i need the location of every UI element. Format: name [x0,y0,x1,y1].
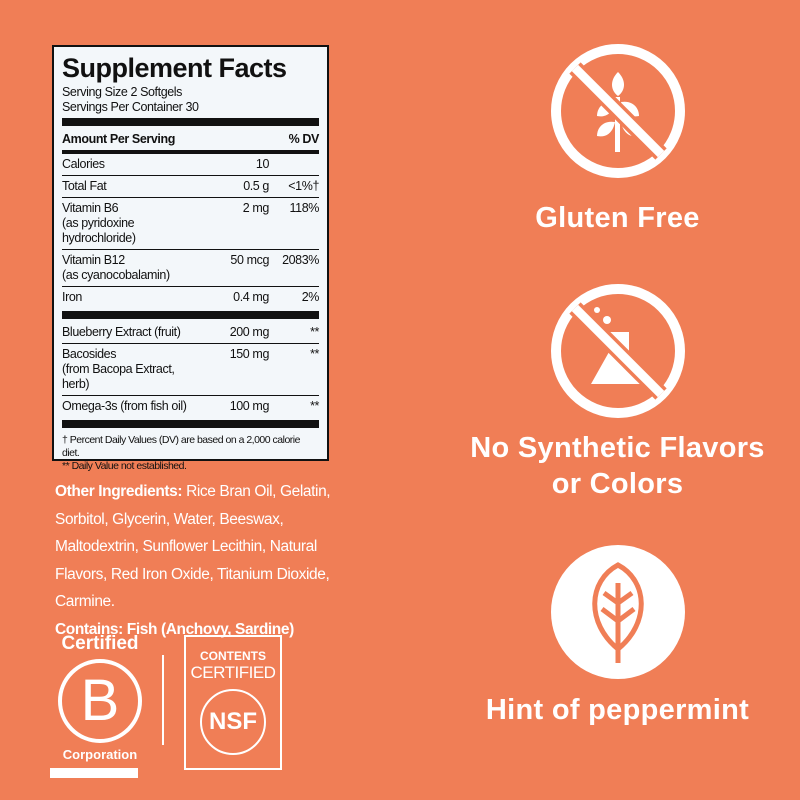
bcorp-letter: B [58,659,142,743]
bcorp-bar [50,768,138,778]
nutrient-name: Vitamin B6 [62,201,119,215]
nutrient-name: Bacosides [62,347,117,361]
logo-divider [162,655,164,745]
facts-header: Amount Per Serving % DV [62,129,319,150]
no-flask-icon [551,284,685,418]
bcorp-top: Certified [61,633,139,654]
claim-gluten-free: Gluten Free [535,202,700,234]
no-wheat-icon [551,44,685,178]
nsf-mark: NSF [200,689,266,755]
facts-row: Calories 10 [62,154,319,175]
supplement-facts-panel: Supplement Facts Serving Size 2 Softgels… [52,45,329,472]
nutrient-source: (as cyanocobalamin) [62,268,170,282]
nutrient-amount: 200 mg [229,325,270,339]
footnote: † Percent Daily Values (DV) are based on… [62,434,300,459]
ingredients-label: Other Ingredients: [55,483,183,500]
nutrient-amount: 10 [255,157,270,171]
claim-no-synthetic: No Synthetic Flavors or Colors [470,432,765,500]
amount-header: Amount Per Serving [62,132,175,146]
servings-per-container: Servings Per Container 30 [62,100,199,114]
row-divider [62,395,319,396]
divider [62,420,319,428]
facts-row: Blueberry Extract (fruit) 200 mg ** [62,322,319,343]
nutrient-name: Calories [62,157,105,171]
facts-row: Iron 0.4 mg 2% [62,287,319,308]
nutrient-amount: 50 mcg [230,253,269,267]
nutrient-amount: 150 mg [229,347,270,361]
facts-row: Bacosides (from Bacopa Extract, herb) 150 … [62,344,319,395]
facts-row: Vitamin B12 (as cyanocobalamin) 50 mcg 2083… [62,250,319,286]
facts-row: Vitamin B6 (as pyridoxine hydrochloride) 2… [62,198,319,249]
nsf-logo: CONTENTS CERTIFIED NSF [184,635,282,770]
nutrient-dv: 2083% [282,253,319,267]
nutrient-name: Omega-3s (from fish oil) [62,399,187,413]
nutrient-dv: ** [310,347,319,361]
allergen-statement: Contains: Fish (Anchovy, Sardine) [55,620,294,638]
row-divider [62,175,319,176]
dv-header: % DV [288,132,320,146]
bcorp-logo: Certified B Corporation [50,633,150,778]
facts-row: Omega-3s (from fish oil) 100 mg ** [62,396,319,417]
nutrient-name: Iron [62,290,82,304]
divider [62,118,319,126]
nutrient-amount: 0.4 mg [233,290,269,304]
row-divider [62,343,319,344]
nutrient-name: Total Fat [62,179,107,193]
nutrient-dv: <1%† [288,179,319,193]
other-ingredients: Other Ingredients: Rice Bran Oil, Gelati… [55,478,355,643]
nutrient-amount: 2 mg [242,201,270,215]
nutrient-amount: 100 mg [229,399,270,413]
nutrient-source: (as pyridoxine hydrochloride) [62,216,136,245]
mint-leaf-icon [551,545,685,679]
nutrient-amount: 0.5 g [243,179,269,193]
footnote: ** Daily Value not established. [62,460,187,472]
nutrient-dv: ** [310,399,319,413]
nsf-line2: CERTIFIED [190,663,276,682]
nutrient-dv [269,157,319,172]
bcorp-bottom: Corporation [62,747,138,762]
row-divider [62,249,319,250]
nutrient-name: Vitamin B12 [62,253,125,267]
ingredients-text: Rice Bran Oil, Gelatin, Sorbitol, Glycer… [55,483,331,610]
row-divider [62,286,319,287]
nutrient-dv: 2% [301,290,320,304]
serving-size: Serving Size 2 Softgels [62,85,183,99]
claim-peppermint: Hint of peppermint [485,694,750,726]
nutrient-dv: ** [310,325,319,339]
row-divider [62,197,319,198]
divider [62,150,319,154]
divider [62,311,319,319]
facts-title: Supplement Facts [62,53,287,83]
nutrient-name: Blueberry Extract (fruit) [62,325,181,339]
nutrient-dv: 118% [289,201,320,215]
facts-row: Total Fat 0.5 g <1%† [62,176,319,197]
nutrient-source: (from Bacopa Extract, herb) [62,362,175,391]
nsf-line1: CONTENTS [200,649,266,663]
